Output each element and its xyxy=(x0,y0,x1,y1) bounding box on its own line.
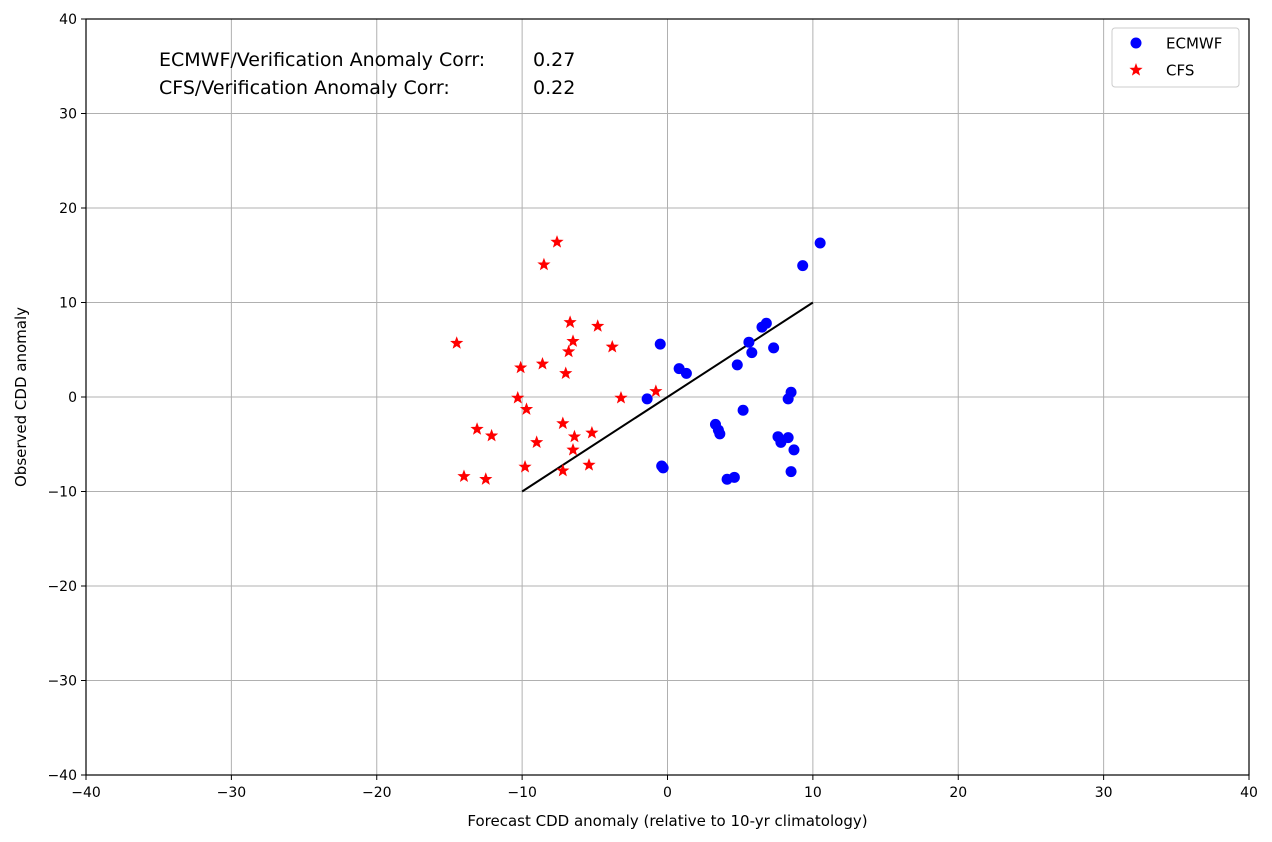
cfs-point xyxy=(566,334,580,347)
cfs-point xyxy=(550,235,564,248)
x-tick-label: 40 xyxy=(1240,785,1258,801)
y-tick-label: −10 xyxy=(47,485,77,501)
cfs-point xyxy=(457,469,471,482)
y-tick-label: 0 xyxy=(68,390,77,406)
cfs-point xyxy=(470,422,484,435)
y-tick-label: 30 xyxy=(59,107,77,123)
ecmwf-point xyxy=(657,462,669,474)
cfs-point xyxy=(535,356,550,370)
cfs-point xyxy=(556,416,570,430)
cfs-point xyxy=(485,428,499,442)
y-tick-label: −30 xyxy=(47,674,77,690)
legend: ECMWF CFS xyxy=(1111,27,1240,88)
cfs-point xyxy=(450,336,464,349)
ecmwf-point xyxy=(731,359,743,371)
cfs-point xyxy=(514,360,528,374)
cfs-point xyxy=(566,442,580,456)
reference-line xyxy=(521,301,814,493)
ecmwf-point xyxy=(714,428,726,440)
y-tick-label: 10 xyxy=(59,296,77,312)
legend-ecmwf-marker xyxy=(1130,37,1142,49)
cfs-point xyxy=(614,391,628,404)
cfs-point xyxy=(518,459,532,473)
ecmwf-point xyxy=(641,393,653,405)
y-tick-label: −40 xyxy=(47,768,77,784)
axis-ticks: −40 −30 −20 −10 0 10 20 30 40 −40 −30 −20 −10 0 10 20 30… xyxy=(47,12,1257,801)
y-tick-label: 20 xyxy=(59,201,77,217)
correlation-annotations: ECMWF/Verification Anomaly Corr: 0.27 CF… xyxy=(159,49,575,99)
cfs-point xyxy=(585,425,599,439)
x-axis-label: Forecast CDD anomaly (relative to 10-yr … xyxy=(467,812,867,830)
data-points xyxy=(450,235,826,485)
cfs-point xyxy=(559,366,573,379)
x-tick-label: 10 xyxy=(804,785,822,801)
x-tick-label: −20 xyxy=(362,785,392,801)
cfs-point xyxy=(649,384,663,397)
x-tick-label: 0 xyxy=(663,785,672,801)
x-tick-label: −40 xyxy=(71,785,101,801)
ecmwf-point xyxy=(775,436,787,448)
legend-cfs-label: CFS xyxy=(1166,62,1194,80)
ecmwf-point xyxy=(737,404,749,416)
cfs-point xyxy=(511,391,525,404)
x-tick-label: 20 xyxy=(949,785,967,801)
cfs-point xyxy=(563,315,577,328)
cfs-point xyxy=(537,257,551,271)
x-tick-label: −10 xyxy=(507,785,537,801)
x-tick-label: −30 xyxy=(217,785,247,801)
cfs-corr-label: CFS/Verification Anomaly Corr: xyxy=(159,77,450,99)
cfs-point xyxy=(562,344,576,358)
ecmwf-point xyxy=(756,321,768,333)
y-tick-label: −20 xyxy=(47,579,77,595)
legend-box xyxy=(1111,27,1240,88)
cfs-point xyxy=(582,458,596,471)
ecmwf-point xyxy=(746,347,758,359)
ecmwf-point xyxy=(743,336,755,348)
ecmwf-point xyxy=(680,367,692,379)
ecmwf-point xyxy=(788,444,800,456)
ecmwf-point xyxy=(654,338,666,350)
y-tick-label: 40 xyxy=(59,12,77,28)
cfs-corr-value: 0.22 xyxy=(533,77,575,99)
ecmwf-point xyxy=(814,237,826,249)
cfs-point xyxy=(567,429,582,443)
legend-ecmwf-label: ECMWF xyxy=(1166,35,1222,53)
ecmwf-point xyxy=(728,471,740,483)
ecmwf-point xyxy=(782,393,794,405)
ecmwf-point xyxy=(768,342,780,354)
cfs-point xyxy=(519,402,534,415)
ecmwf-point xyxy=(797,260,809,272)
cfs-point xyxy=(605,339,619,353)
cfs-point xyxy=(556,463,570,477)
legend-cfs-marker xyxy=(1129,63,1143,76)
cfs-point xyxy=(591,319,605,332)
reference-line-layer xyxy=(521,301,814,493)
y-axis-label: Observed CDD anomaly xyxy=(12,307,30,487)
ecmwf-corr-label: ECMWF/Verification Anomaly Corr: xyxy=(159,49,485,71)
cfs-point xyxy=(530,435,544,448)
cfs-point xyxy=(479,472,493,485)
ecmwf-corr-value: 0.27 xyxy=(533,49,575,71)
x-tick-label: 30 xyxy=(1095,785,1113,801)
ecmwf-point xyxy=(785,466,797,478)
